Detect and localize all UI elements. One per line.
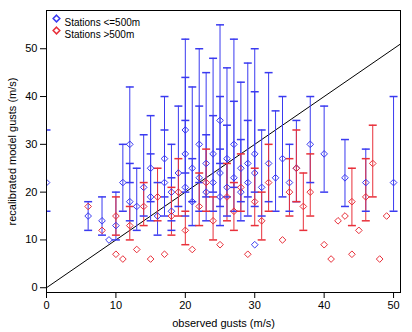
svg-text:0: 0 xyxy=(31,281,37,293)
svg-text:50: 50 xyxy=(387,299,399,311)
svg-text:50: 50 xyxy=(25,42,37,54)
svg-text:0: 0 xyxy=(43,299,49,311)
svg-text:Stations <=500m: Stations <=500m xyxy=(65,17,141,28)
svg-text:40: 40 xyxy=(25,90,37,102)
svg-text:recalibrated model gusts (m/s): recalibrated model gusts (m/s) xyxy=(6,78,18,226)
svg-text:30: 30 xyxy=(249,299,261,311)
svg-text:20: 20 xyxy=(25,186,37,198)
svg-text:10: 10 xyxy=(25,233,37,245)
svg-text:20: 20 xyxy=(179,299,191,311)
svg-text:observed gusts (m/s): observed gusts (m/s) xyxy=(172,317,275,329)
svg-text:Stations >500m: Stations >500m xyxy=(65,29,135,40)
svg-text:40: 40 xyxy=(318,299,330,311)
svg-text:10: 10 xyxy=(110,299,122,311)
svg-text:30: 30 xyxy=(25,138,37,150)
